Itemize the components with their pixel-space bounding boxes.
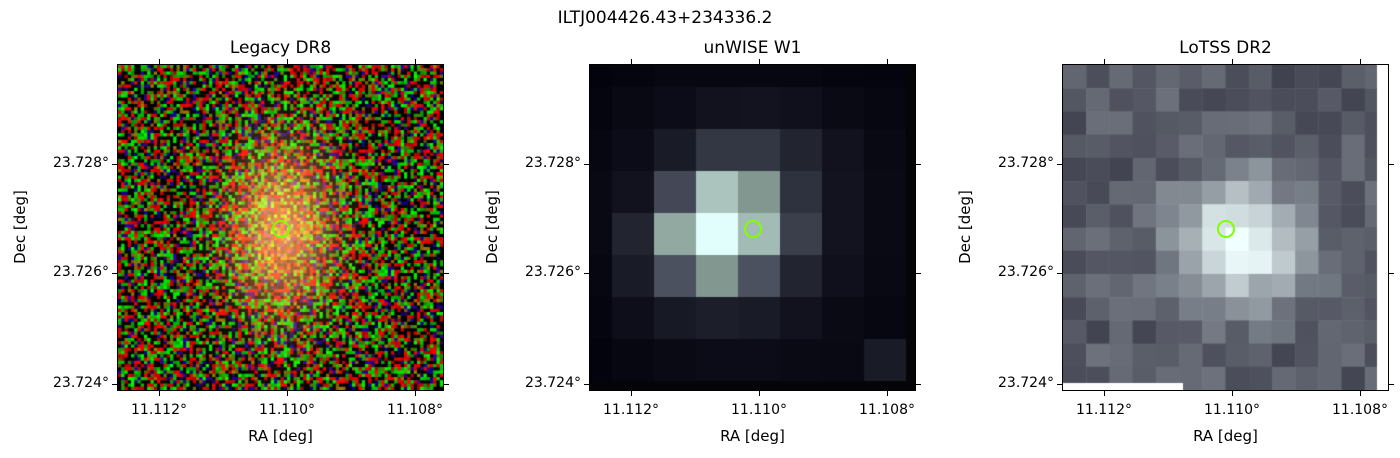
y-tick-mark — [584, 273, 589, 274]
y-tick-label: 23.726° — [998, 264, 1054, 280]
x-tick-label: 11.108° — [859, 402, 915, 418]
x-tick-mark — [1232, 391, 1233, 396]
y-axis-label: Dec [deg] — [11, 190, 29, 264]
x-tick-mark-top — [159, 59, 160, 64]
y-tick-mark-right — [1389, 164, 1394, 165]
x-tick-label: 11.112° — [131, 402, 187, 418]
x-tick-label: 11.112° — [603, 402, 659, 418]
x-tick-mark-top — [1360, 59, 1361, 64]
y-tick-mark — [112, 384, 117, 385]
x-axis-label: RA [deg] — [1193, 427, 1258, 445]
x-tick-label: 11.110° — [731, 402, 787, 418]
y-tick-label: 23.724° — [525, 375, 581, 391]
panel-title: Legacy DR8 — [229, 38, 332, 58]
x-tick-mark — [159, 391, 160, 396]
y-tick-mark — [112, 164, 117, 165]
x-tick-label: 11.110° — [259, 402, 315, 418]
y-tick-label: 23.724° — [53, 375, 109, 391]
y-tick-mark-right — [1389, 384, 1394, 385]
x-tick-mark — [1104, 391, 1105, 396]
y-tick-label: 23.728° — [525, 155, 581, 171]
y-tick-mark-right — [444, 273, 449, 274]
y-tick-mark-right — [444, 384, 449, 385]
x-tick-mark-top — [887, 59, 888, 64]
y-axis-label: Dec [deg] — [956, 190, 974, 264]
y-tick-mark — [1057, 384, 1062, 385]
y-tick-mark-right — [916, 164, 921, 165]
y-tick-label: 23.728° — [53, 155, 109, 171]
panel-title: LoTSS DR2 — [1179, 38, 1272, 58]
y-axis-label: Dec [deg] — [483, 190, 501, 264]
figure-title: ILTJ004426.43+234336.2 — [557, 8, 773, 28]
x-tick-mark — [887, 391, 888, 396]
y-tick-mark-right — [444, 164, 449, 165]
x-tick-mark — [1360, 391, 1361, 396]
x-tick-mark-top — [631, 59, 632, 64]
y-tick-mark — [584, 164, 589, 165]
y-tick-label: 23.726° — [525, 264, 581, 280]
x-tick-mark-top — [1104, 59, 1105, 64]
x-tick-mark — [415, 391, 416, 396]
x-tick-mark-top — [287, 59, 288, 64]
x-tick-mark — [287, 391, 288, 396]
source-position-marker — [744, 220, 762, 238]
source-position-marker — [1217, 220, 1235, 238]
y-tick-mark — [584, 384, 589, 385]
y-tick-mark — [1057, 164, 1062, 165]
y-tick-label: 23.728° — [998, 155, 1054, 171]
panel-title: unWISE W1 — [703, 38, 802, 58]
source-position-marker — [272, 220, 290, 238]
x-tick-label: 11.112° — [1076, 402, 1132, 418]
x-tick-label: 11.110° — [1204, 402, 1260, 418]
y-tick-label: 23.726° — [53, 264, 109, 280]
x-axis-label: RA [deg] — [248, 427, 313, 445]
x-tick-mark — [759, 391, 760, 396]
x-tick-mark-top — [415, 59, 416, 64]
y-tick-mark — [1057, 273, 1062, 274]
image-axes[interactable] — [1062, 64, 1389, 391]
x-axis-label: RA [deg] — [720, 427, 785, 445]
x-tick-mark-top — [1232, 59, 1233, 64]
y-tick-mark-right — [1389, 273, 1394, 274]
image-axes[interactable] — [589, 64, 916, 391]
image-axes[interactable] — [117, 64, 444, 391]
x-tick-mark-top — [759, 59, 760, 64]
y-tick-mark-right — [916, 273, 921, 274]
y-tick-label: 23.724° — [998, 375, 1054, 391]
x-tick-mark — [631, 391, 632, 396]
x-tick-label: 11.108° — [1332, 402, 1388, 418]
x-tick-label: 11.108° — [387, 402, 443, 418]
y-tick-mark-right — [916, 384, 921, 385]
y-tick-mark — [112, 273, 117, 274]
